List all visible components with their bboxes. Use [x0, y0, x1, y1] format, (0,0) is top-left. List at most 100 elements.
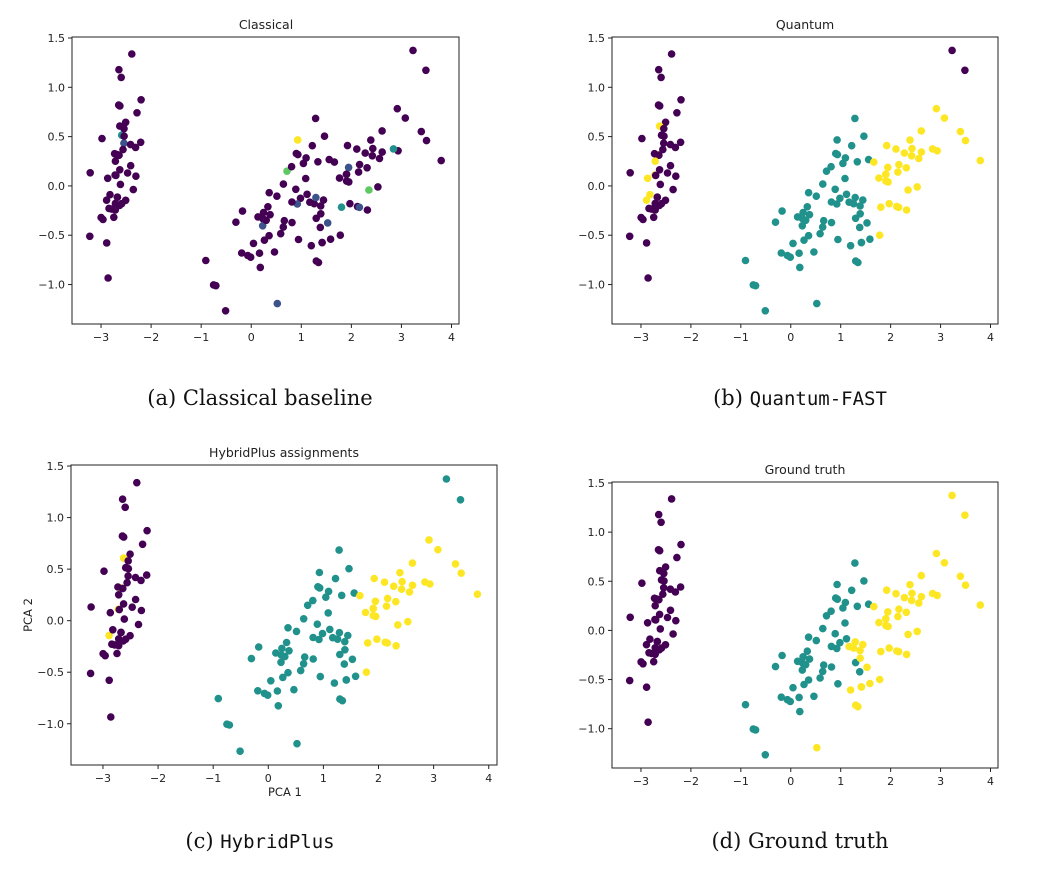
data-point	[105, 676, 113, 685]
data-point	[853, 158, 862, 166]
panel-d-title: Ground truth	[764, 462, 846, 477]
y-tick-label: −1.0	[578, 723, 605, 736]
data-point	[111, 206, 120, 214]
data-point	[677, 540, 685, 549]
data-point	[827, 198, 836, 206]
data-point	[351, 672, 360, 681]
data-point	[278, 644, 286, 653]
data-point	[856, 210, 864, 218]
data-point	[292, 149, 301, 158]
data-point	[961, 511, 969, 519]
data-point	[260, 236, 269, 244]
data-point	[866, 235, 874, 243]
data-point	[292, 627, 301, 636]
data-point	[870, 602, 878, 611]
data-point	[902, 650, 911, 659]
x-tick-label: −1	[205, 772, 221, 785]
panel-b: −3 −2 −1 0 1 2 3 4 −1.0 −0.5 0.0 0.5 1.0 1.5	[578, 32, 999, 344]
data-point	[667, 50, 676, 58]
data-point	[344, 631, 352, 640]
data-point	[265, 188, 274, 197]
x-tick-label: −2	[683, 775, 699, 788]
data-point	[659, 145, 667, 154]
data-point	[324, 587, 333, 596]
data-point	[810, 692, 818, 701]
panel-a-title: Classical	[238, 17, 294, 32]
data-point	[655, 166, 664, 174]
y-tick-label: −0.5	[37, 666, 64, 679]
data-point	[299, 660, 308, 668]
data-point	[908, 144, 916, 153]
data-point	[827, 162, 835, 171]
data-point	[649, 657, 658, 666]
data-point	[894, 647, 903, 656]
data-point	[657, 199, 666, 208]
y-tick-label: 0.0	[47, 615, 65, 628]
data-point	[783, 251, 792, 260]
panel-c-ylabel: PCA 2	[21, 598, 35, 632]
data-point	[126, 161, 135, 170]
data-point	[819, 661, 828, 669]
y-tick-label: 1.0	[47, 512, 65, 525]
data-point	[651, 650, 659, 659]
data-point	[117, 73, 125, 82]
data-point	[834, 235, 842, 244]
data-point	[834, 680, 842, 688]
data-point	[654, 546, 663, 554]
data-point	[831, 629, 839, 638]
data-point	[341, 646, 349, 654]
x-tick-label: −3	[633, 331, 649, 344]
data-point	[669, 630, 677, 638]
data-point	[369, 604, 377, 613]
data-point	[284, 624, 292, 632]
data-point	[795, 693, 803, 702]
data-point	[863, 219, 871, 227]
data-point	[827, 607, 835, 615]
data-point	[350, 589, 359, 597]
data-point	[316, 223, 325, 232]
data-point	[643, 174, 652, 183]
data-point	[303, 601, 312, 610]
data-point	[667, 495, 676, 503]
data-point	[895, 160, 903, 169]
data-point	[104, 274, 112, 282]
data-point	[299, 615, 308, 623]
data-point	[120, 615, 129, 623]
data-point	[642, 196, 651, 204]
data-point	[214, 694, 223, 703]
data-point	[846, 686, 855, 694]
data-point	[110, 213, 118, 222]
data-point	[288, 198, 296, 206]
data-point	[804, 231, 813, 240]
data-point	[857, 238, 866, 247]
data-point	[795, 249, 803, 257]
data-point	[137, 606, 146, 615]
data-point	[777, 249, 786, 257]
panel-b-title: Quantum	[775, 17, 835, 32]
data-point	[365, 186, 373, 194]
data-point	[851, 559, 859, 567]
data-point	[336, 695, 344, 703]
data-point	[892, 589, 900, 598]
data-point	[796, 263, 804, 272]
data-point	[956, 127, 965, 136]
data-point	[280, 216, 289, 225]
data-point	[303, 190, 311, 199]
data-point	[370, 574, 379, 583]
data-point	[212, 281, 220, 290]
data-point	[296, 194, 305, 203]
data-point	[345, 564, 353, 573]
data-point	[318, 629, 327, 638]
data-point	[771, 218, 780, 226]
data-point	[831, 185, 839, 194]
data-point	[812, 636, 821, 645]
data-point	[258, 222, 267, 230]
data-point	[741, 700, 750, 709]
data-point	[894, 612, 902, 621]
data-point	[836, 194, 844, 203]
data-point	[306, 198, 314, 206]
data-point	[102, 196, 111, 204]
data-point	[326, 235, 335, 243]
data-point	[917, 592, 926, 601]
data-point	[660, 124, 668, 133]
